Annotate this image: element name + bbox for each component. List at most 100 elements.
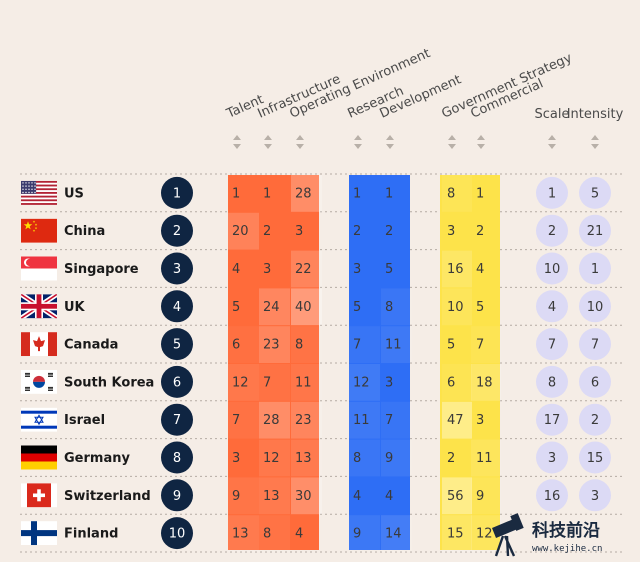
sort-icon[interactable] [591, 135, 599, 149]
sort-icon[interactable] [264, 135, 272, 149]
cell-value: 8 [548, 375, 556, 390]
cell-value: 5 [476, 300, 484, 315]
cell-value: 8 [295, 338, 303, 353]
sort-down-icon[interactable] [264, 144, 272, 149]
cell-value: 13 [263, 489, 280, 504]
cell-value: 8 [447, 186, 455, 201]
cell-shade [471, 326, 501, 363]
watermark-url: www.kejihe.cn [532, 544, 602, 554]
cell-shade [381, 515, 412, 552]
sort-up-icon[interactable] [296, 135, 304, 140]
watermark-logo: 科技前沿 www.kejihe.cn [492, 513, 602, 557]
sort-icon[interactable] [448, 135, 456, 149]
germany-flag-icon [21, 445, 57, 470]
sort-up-icon[interactable] [264, 135, 272, 140]
cell-value: 7 [476, 338, 484, 353]
cell-value: 22 [295, 262, 312, 277]
cell-shade [291, 439, 322, 477]
sort-down-icon[interactable] [448, 144, 456, 149]
summary-circle [536, 214, 568, 247]
rank-badge [161, 176, 193, 209]
rank-number: 7 [173, 413, 181, 428]
sort-down-icon[interactable] [591, 144, 599, 149]
cell-value: 10 [587, 300, 604, 315]
country-name: South Korea [64, 375, 154, 390]
sort-up-icon[interactable] [386, 135, 394, 140]
cell-shade [442, 175, 472, 212]
cell-value: 8 [263, 527, 271, 542]
cell-shade [259, 439, 290, 477]
cell-value: 4 [385, 489, 393, 504]
summary-circle [536, 176, 568, 209]
sort-up-icon[interactable] [548, 135, 556, 140]
table-row: Canada 5 6 23 8 7 11 5 7 7 7 [21, 326, 611, 363]
cell-shade [228, 515, 259, 552]
cell-value: 8 [385, 300, 393, 315]
country-name: Israel [64, 413, 105, 428]
sort-down-icon[interactable] [354, 144, 362, 149]
sort-icon[interactable] [354, 135, 362, 149]
cell-value: 5 [591, 186, 599, 201]
sort-icon[interactable] [386, 135, 394, 149]
summary-circle [579, 176, 611, 209]
cell-shade [381, 326, 412, 363]
country-name: Singapore [64, 262, 139, 277]
summary-circle [579, 290, 611, 323]
sort-up-icon[interactable] [477, 135, 485, 140]
rank-badge [161, 252, 193, 285]
watermark-title: 科技前沿 [532, 520, 600, 541]
rank-badge [161, 479, 193, 512]
column-bands [228, 175, 500, 550]
cell-value: 13 [295, 451, 312, 466]
table-row: Switzerland 9 9 13 30 4 4 56 9 16 3 [21, 477, 611, 515]
cell-value: 2 [447, 451, 455, 466]
sort-down-icon[interactable] [233, 144, 241, 149]
cell-shade [381, 288, 412, 326]
cell-shade [291, 250, 322, 288]
cell-shade [471, 439, 501, 477]
sort-icon[interactable] [477, 135, 485, 149]
sort-down-icon[interactable] [296, 144, 304, 149]
cell-shade [442, 515, 472, 552]
cell-shade [291, 175, 322, 212]
table-row: South Korea 6 12 7 11 12 3 6 18 8 6 [21, 364, 611, 401]
cell-value: 16 [544, 489, 561, 504]
rank-number: 4 [173, 300, 181, 315]
cell-value: 30 [295, 489, 312, 504]
country-name: Germany [64, 451, 130, 466]
cell-value: 16 [447, 262, 464, 277]
cell-value: 9 [232, 489, 240, 504]
telescope-icon [492, 513, 524, 557]
sort-down-icon[interactable] [548, 144, 556, 149]
cell-value: 7 [353, 338, 361, 353]
cell-shade [291, 364, 322, 401]
sort-up-icon[interactable] [591, 135, 599, 140]
cell-value: 12 [232, 375, 249, 390]
sort-up-icon[interactable] [354, 135, 362, 140]
sort-up-icon[interactable] [448, 135, 456, 140]
sort-icon[interactable] [548, 135, 556, 149]
cell-value: 3 [591, 489, 599, 504]
cell-value: 4 [476, 262, 484, 277]
summary-circle [536, 328, 568, 361]
cell-value: 40 [295, 300, 312, 315]
sort-down-icon[interactable] [477, 144, 485, 149]
sort-icon[interactable] [233, 135, 241, 149]
cell-value: 7 [263, 375, 271, 390]
cell-value: 2 [476, 224, 484, 239]
cell-value: 47 [447, 413, 464, 428]
sort-down-icon[interactable] [386, 144, 394, 149]
cell-shade [228, 477, 259, 515]
cell-shade [291, 401, 322, 439]
column-header-intensity: Intensity [567, 107, 624, 122]
sort-up-icon[interactable] [233, 135, 241, 140]
sort-icon[interactable] [296, 135, 304, 149]
cell-value: 4 [353, 489, 361, 504]
rank-number: 9 [173, 489, 181, 504]
israel-flag-icon [21, 407, 57, 432]
cell-value: 5 [353, 300, 361, 315]
cell-shade [259, 326, 290, 363]
cell-value: 10 [447, 300, 464, 315]
